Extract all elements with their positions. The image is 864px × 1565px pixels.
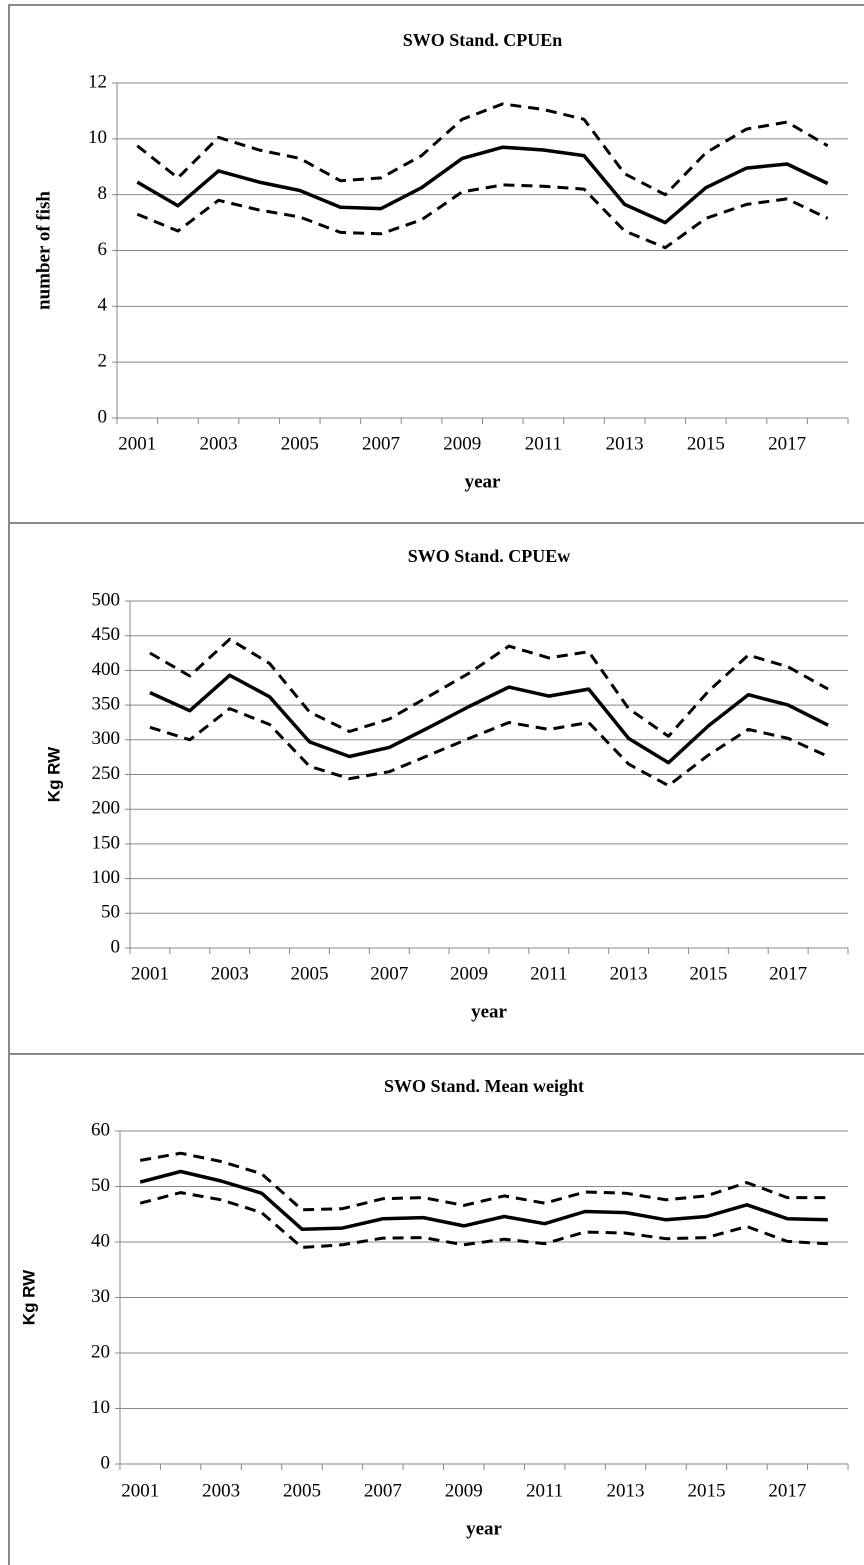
- y-tick-label: 60: [91, 1119, 110, 1140]
- x-tick-label: 2015: [689, 963, 727, 984]
- series-line: [139, 1169, 828, 1231]
- x-tick-label: 2009: [450, 963, 488, 984]
- y-tick-label: 450: [92, 624, 121, 645]
- x-tick-label: 2007: [362, 433, 400, 454]
- y-tick-label: 500: [92, 589, 121, 610]
- y-tick-label: 200: [92, 798, 121, 819]
- series-line: [149, 637, 829, 738]
- x-tick-label: 2001: [131, 963, 169, 984]
- series-line: [139, 1151, 828, 1212]
- x-tick-label: 2017: [769, 963, 807, 984]
- x-tick-label: 2003: [200, 433, 238, 454]
- series-line: [136, 145, 829, 225]
- x-tick-label: 2013: [607, 1480, 645, 1501]
- x-tick-label: 2013: [610, 963, 648, 984]
- x-tick-label: 2003: [202, 1480, 240, 1501]
- x-tick-label: 2011: [525, 433, 562, 454]
- x-tick-label: 2011: [530, 963, 567, 984]
- y-tick-label: 0: [101, 1452, 111, 1473]
- y-tick-label: 40: [91, 1230, 110, 1251]
- chart-title: SWO Stand. CPUEw: [408, 546, 571, 566]
- x-tick-label: 2001: [121, 1480, 159, 1501]
- y-tick-label: 30: [91, 1286, 110, 1307]
- x-axis-label: year: [465, 471, 501, 492]
- x-tick-label: 2001: [118, 433, 156, 454]
- series-line: [136, 183, 829, 250]
- y-tick-label: 400: [92, 659, 121, 680]
- y-tick-label: 8: [98, 183, 108, 204]
- y-tick-label: 100: [92, 867, 121, 888]
- x-tick-label: 2017: [768, 1480, 806, 1501]
- y-tick-label: 10: [88, 127, 107, 148]
- x-tick-label: 2017: [768, 433, 806, 454]
- y-tick-label: 4: [98, 295, 108, 316]
- x-tick-label: 2007: [364, 1480, 402, 1501]
- y-tick-label: 150: [92, 832, 121, 853]
- y-axis-label: Kg RW: [19, 1269, 38, 1325]
- x-tick-label: 2005: [291, 963, 329, 984]
- panel-border: [8, 1053, 864, 1565]
- y-tick-label: 20: [91, 1341, 110, 1362]
- y-tick-label: 250: [92, 763, 121, 784]
- y-tick-label: 6: [98, 239, 108, 260]
- x-tick-label: 2015: [687, 1480, 725, 1501]
- y-tick-label: 50: [101, 902, 120, 923]
- series-line: [149, 673, 829, 765]
- x-tick-label: 2005: [281, 433, 319, 454]
- x-tick-label: 2011: [526, 1480, 563, 1501]
- x-tick-label: 2005: [283, 1480, 321, 1501]
- y-tick-label: 2: [98, 351, 108, 372]
- series-line: [149, 707, 829, 788]
- series-line: [136, 102, 829, 197]
- x-axis-label: year: [471, 1001, 507, 1022]
- chart-title: SWO Stand. CPUEn: [403, 30, 563, 50]
- y-tick-label: 300: [92, 728, 121, 749]
- series-line: [139, 1191, 828, 1249]
- x-tick-label: 2013: [606, 433, 644, 454]
- y-tick-label: 350: [92, 693, 121, 714]
- y-axis-label: number of fish: [33, 191, 54, 310]
- x-axis-label: year: [466, 1518, 502, 1539]
- y-tick-label: 12: [88, 71, 107, 92]
- y-tick-label: 10: [91, 1397, 110, 1418]
- y-tick-label: 50: [91, 1175, 110, 1196]
- x-tick-label: 2009: [443, 433, 481, 454]
- x-tick-label: 2009: [445, 1480, 483, 1501]
- y-axis-label: Kg RW: [44, 746, 63, 802]
- x-tick-label: 2015: [687, 433, 725, 454]
- y-tick-label: 0: [98, 406, 108, 427]
- chart-title: SWO Stand. Mean weight: [384, 1076, 584, 1096]
- x-tick-label: 2007: [370, 963, 408, 984]
- y-tick-label: 0: [111, 936, 121, 957]
- x-tick-label: 2003: [211, 963, 249, 984]
